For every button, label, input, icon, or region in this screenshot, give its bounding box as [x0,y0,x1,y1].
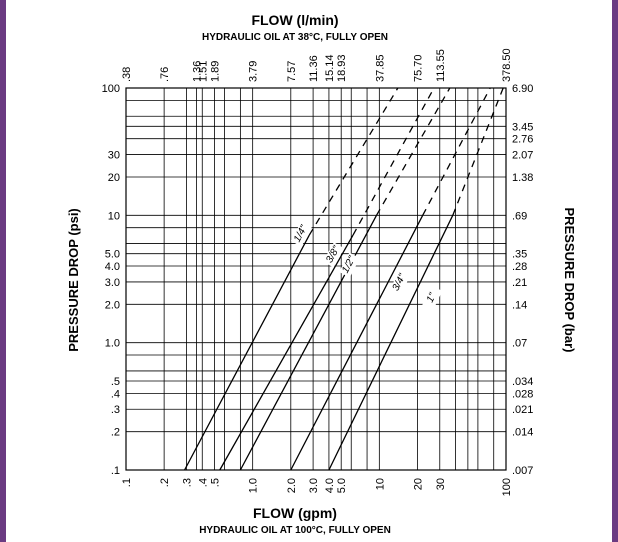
x-tick-label-bottom: .1 [121,478,133,487]
y-tick-label-right: .21 [512,277,527,289]
x-tick-label-bottom: 1.0 [248,478,260,493]
x-tick-label-top: 1.51 [197,61,209,82]
x-tick-label-top: 37.85 [374,54,386,82]
y-tick-label-left: .5 [111,376,120,388]
y-tick-label-left: 2.0 [105,299,120,311]
y-tick-label-left: 4.0 [105,261,120,273]
series-4: 1" [328,87,504,471]
x-tick-label-top: .38 [121,67,133,82]
right-axis-label: PRESSURE DROP (bar) [562,208,577,353]
tick-labels: 1003020105.04.03.02.01.0.5.4.3.2.16.903.… [102,48,534,496]
bottom-axis-title: FLOW (gpm) [253,505,337,521]
y-tick-label-right: .35 [512,249,527,261]
y-tick-label-left: 5.0 [105,249,120,261]
series-line-dashed [452,87,504,216]
x-tick-label-top: 7.57 [286,61,298,82]
series-label-background [338,252,360,278]
x-tick-label-top: 75.70 [412,54,424,82]
x-tick-label-top: 1.89 [210,61,222,82]
left-axis-label: PRESSURE DROP (psi) [66,208,81,352]
x-tick-label-top: 11.36 [308,55,320,82]
y-tick-label-right: .021 [512,404,533,416]
series-line-dashed [375,87,451,216]
chart-panel: 1/4" 3/8" 1/2" 3/4" 1" 100 30 20 10 5.0 4.0 3.0 2.0… [6,0,612,542]
y-tick-label-right: 1.38 [512,172,533,184]
x-tick-label-bottom: .2 [159,478,171,487]
series-line-dashed [352,87,435,236]
x-tick-label-bottom: 10 [374,478,386,490]
x-tick-label-top: 3.79 [248,61,260,82]
y-tick-label-right: 2.76 [512,134,533,146]
x-tick-label-bottom: .3 [181,478,193,487]
x-tick-label-bottom: 20 [412,478,424,490]
pressure-drop-chart: 1/4"3/8"1/2"3/4"1" 1003020105.04.03.02.0… [66,12,577,536]
y-tick-label-right: 2.07 [512,150,533,162]
series-label-background [389,270,411,296]
x-tick-label-top: 15.14 [324,54,336,82]
series-0: 1/4" [183,87,399,471]
y-tick-label-left: .2 [111,427,120,439]
series-label-background [290,221,312,247]
series-line-dashed [308,87,399,236]
series-2: 1/2" [239,87,451,471]
y-tick-label-right: .28 [512,261,527,273]
series-line-solid [328,215,454,471]
series-line-solid [183,234,310,471]
x-tick-label-bottom: 30 [435,478,447,490]
x-tick-label-bottom: 100 [501,478,513,496]
x-tick-label-bottom: .5 [210,478,222,487]
series-line-solid [219,234,354,471]
series-group: 1/4"3/8"1/2"3/4"1" [183,87,504,471]
series-label-background [323,242,345,268]
y-tick-label-left: 30 [108,150,120,162]
x-tick-label-top: 113.55 [435,49,447,82]
grid [125,87,507,471]
y-tick-label-right: .014 [512,427,533,439]
series-label-background [421,285,443,311]
y-tick-label-right: .028 [512,388,533,400]
series-line-solid [290,215,424,471]
series-3: 3/4" [290,87,491,471]
y-tick-label-left: 1.0 [105,338,120,350]
top-axis-title: FLOW (l/min) [251,12,338,28]
y-tick-label-right: 3.45 [512,121,533,133]
y-tick-label-right: 6.90 [512,83,533,95]
y-tick-label-left: .3 [111,404,120,416]
y-tick-label-right: .034 [512,376,533,388]
y-tick-label-left: .4 [111,388,120,400]
x-tick-label-top: 1.36 [191,61,203,82]
y-tick-label-left: 10 [108,210,120,222]
y-tick-label-right: .007 [512,465,533,477]
y-tick-label-left: .1 [111,465,120,477]
x-tick-label-bottom: 3.0 [308,478,320,493]
x-tick-label-bottom: 4.0 [324,478,336,493]
y-tick-label-right: .07 [512,338,527,350]
x-tick-label-top: .76 [159,67,171,82]
y-tick-label-left: 20 [108,172,120,184]
x-tick-label-bottom: 2.0 [286,478,298,493]
y-tick-label-left: 100 [102,83,120,95]
plot-frame [125,87,507,471]
series-line-dashed [422,87,491,216]
x-tick-label-bottom: 5.0 [336,478,348,493]
top-axis-subtitle: HYDRAULIC OIL AT 38°C, FULLY OPEN [202,32,388,43]
x-tick-label-bottom: .4 [197,478,209,487]
y-tick-label-right: .14 [512,299,527,311]
y-tick-label-right: .69 [512,210,527,222]
bottom-axis-subtitle: HYDRAULIC OIL AT 100°C, FULLY OPEN [199,525,391,536]
x-tick-label-top: 18.93 [336,54,348,82]
y-tick-label-left: 3.0 [105,277,120,289]
x-tick-label-top: 378.50 [501,48,513,82]
